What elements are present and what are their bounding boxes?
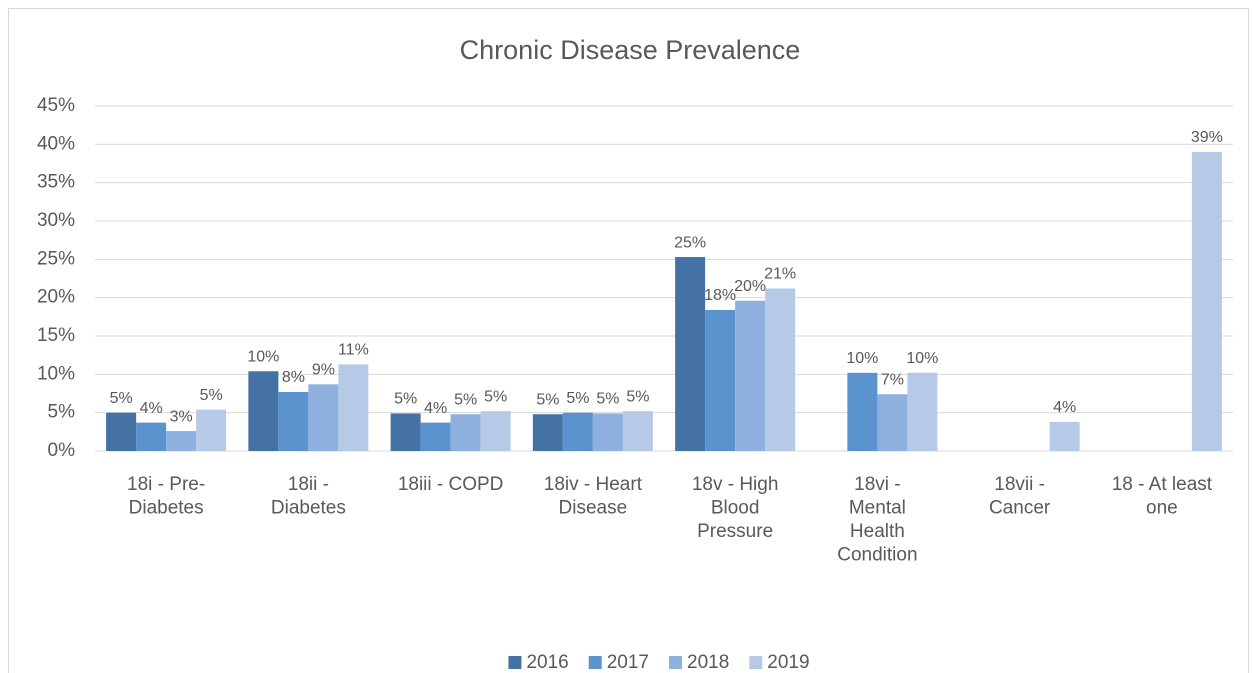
y-tick-label: 35% <box>37 172 75 193</box>
data-label: 5% <box>536 391 559 408</box>
legend-label: 2016 <box>526 652 568 673</box>
y-tick-label: 25% <box>37 248 75 269</box>
data-label: 5% <box>110 390 133 407</box>
legend-label: 2019 <box>767 652 809 673</box>
bar <box>675 257 706 451</box>
bar <box>1191 152 1222 451</box>
bar <box>705 309 736 451</box>
bar <box>765 288 796 451</box>
data-label: 39% <box>1191 129 1223 146</box>
data-label: 4% <box>140 400 163 417</box>
data-label: 5% <box>566 390 589 407</box>
bar <box>877 394 908 451</box>
bar <box>106 412 137 451</box>
x-tick-label-line: 18iv - Heart <box>544 474 643 495</box>
x-tick-label: 18ii - Diabetes <box>271 474 346 519</box>
x-tick-label-line: Disease <box>559 498 628 519</box>
x-tick-label-line: one <box>1146 498 1178 519</box>
legend-swatch <box>508 656 522 669</box>
bar <box>308 384 339 451</box>
bar <box>735 300 766 451</box>
x-tick-label: 18v - High Blood Pressure <box>692 474 779 542</box>
data-label: 5% <box>454 391 477 408</box>
y-tick-label: 15% <box>37 325 75 346</box>
x-tick-label-line: Blood <box>711 498 760 519</box>
bar <box>592 413 623 451</box>
chart-title: Chronic Disease Prevalence <box>460 35 801 65</box>
data-label: 10% <box>846 350 878 367</box>
data-label: 5% <box>394 391 417 408</box>
bar <box>166 431 197 451</box>
legend-swatch <box>749 656 763 669</box>
chart-border <box>8 8 1249 673</box>
x-tick-label-line: 18vi - <box>854 474 900 495</box>
bar <box>907 372 938 451</box>
bar <box>390 413 421 451</box>
x-tick-label-line: Diabetes <box>271 498 346 519</box>
x-tick-label-line: 18i - Pre- <box>127 474 205 495</box>
x-tick-label-line: Health <box>850 521 905 542</box>
bar <box>196 409 227 451</box>
y-tick-label: 40% <box>37 133 75 154</box>
data-label: 9% <box>312 362 335 379</box>
data-label: 10% <box>247 348 279 365</box>
data-label: 4% <box>1053 399 1076 416</box>
legend-label: 2018 <box>687 652 729 673</box>
y-tick-label: 5% <box>48 402 76 423</box>
x-tick-label-line: 18vii - <box>994 474 1045 495</box>
data-label: 5% <box>200 387 223 404</box>
x-tick-label: 18iii - COPD <box>398 474 504 495</box>
bar <box>562 412 593 451</box>
data-label: 21% <box>764 266 796 283</box>
bar <box>420 422 451 451</box>
data-label: 5% <box>596 391 619 408</box>
x-tick-label-line: 18iii - COPD <box>398 474 504 495</box>
x-tick-label-line: Condition <box>837 545 917 566</box>
x-tick-label-line: 18 - At least <box>1112 474 1213 495</box>
x-tick-label-line: 18v - High <box>692 474 779 495</box>
x-tick-label-line: 18ii - <box>288 474 329 495</box>
data-label: 8% <box>282 369 305 386</box>
data-label: 25% <box>674 234 706 251</box>
data-label: 10% <box>906 350 938 367</box>
legend-label: 2017 <box>607 652 649 673</box>
x-tick-label: 18vi - Mental Health Condition <box>837 474 917 566</box>
bar <box>338 364 369 451</box>
x-tick-label-line: Pressure <box>697 521 773 542</box>
bar <box>480 411 511 451</box>
x-tick-label: 18i - Pre- Diabetes <box>127 474 205 519</box>
bar <box>847 372 878 451</box>
x-tick-label-line: Mental <box>849 498 906 519</box>
data-label: 3% <box>170 408 193 425</box>
bar <box>532 414 563 451</box>
data-label: 7% <box>881 371 904 388</box>
bar <box>136 422 167 451</box>
data-label: 20% <box>734 278 766 295</box>
y-tick-label: 30% <box>37 210 75 231</box>
y-tick-label: 45% <box>37 95 75 116</box>
x-tick-label: 18 - At least one <box>1112 474 1213 519</box>
y-tick-label: 0% <box>48 440 76 461</box>
bar <box>450 414 481 451</box>
x-tick-label: 18iv - Heart Disease <box>544 474 643 519</box>
legend-swatch <box>669 656 682 669</box>
y-tick-label: 20% <box>37 287 75 308</box>
data-label: 4% <box>424 400 447 417</box>
legend-swatch <box>588 656 602 669</box>
data-label: 5% <box>484 388 507 405</box>
data-label: 5% <box>626 388 649 405</box>
x-tick-label-line: Diabetes <box>129 498 204 519</box>
data-label: 11% <box>338 342 369 359</box>
bar <box>278 391 309 451</box>
data-label: 18% <box>704 287 736 304</box>
x-tick-label-line: Cancer <box>989 498 1051 519</box>
y-tick-label: 10% <box>37 363 75 384</box>
bar <box>1049 421 1080 451</box>
bar <box>622 411 653 451</box>
x-tick-label: 18vii - Cancer <box>989 474 1051 519</box>
bar <box>248 371 279 451</box>
